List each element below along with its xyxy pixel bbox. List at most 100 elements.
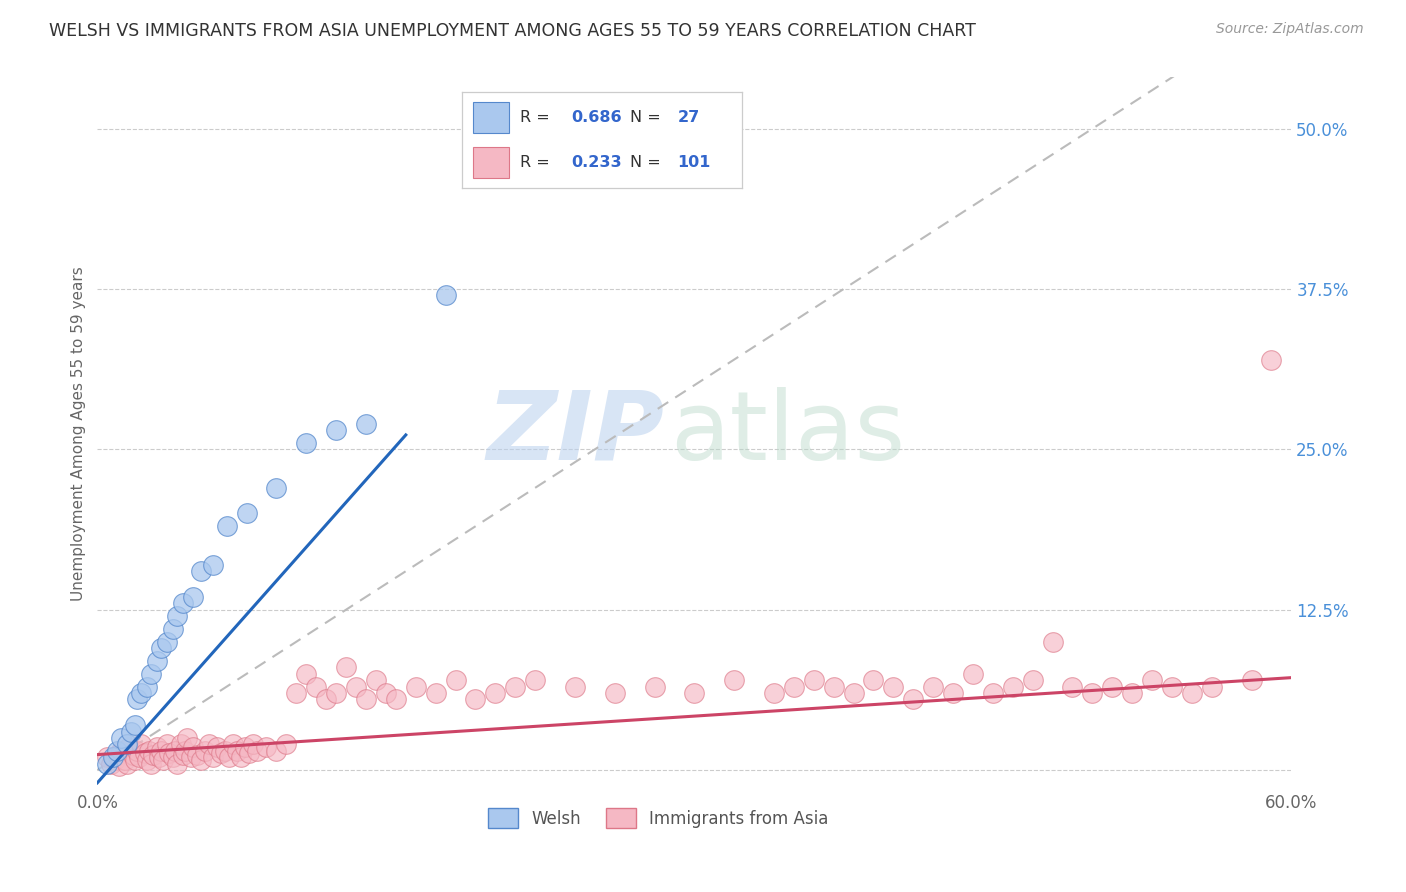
Point xyxy=(129,686,152,700)
Point xyxy=(942,686,965,700)
Point xyxy=(124,718,146,732)
Point xyxy=(128,750,150,764)
Point xyxy=(162,750,184,764)
Point xyxy=(1260,352,1282,367)
Point xyxy=(276,737,298,751)
Point xyxy=(127,692,149,706)
Point xyxy=(603,686,626,700)
Point xyxy=(229,750,252,764)
Point xyxy=(444,673,467,688)
Point xyxy=(124,753,146,767)
Point xyxy=(129,737,152,751)
Point xyxy=(225,744,247,758)
Y-axis label: Unemployment Among Ages 55 to 59 years: Unemployment Among Ages 55 to 59 years xyxy=(72,266,86,600)
Point xyxy=(315,692,337,706)
Point xyxy=(1062,680,1084,694)
Point xyxy=(118,739,141,754)
Point xyxy=(139,756,162,771)
Point xyxy=(981,686,1004,700)
Point xyxy=(242,737,264,751)
Point xyxy=(1121,686,1143,700)
Point xyxy=(148,750,170,764)
Point xyxy=(172,596,194,610)
Point xyxy=(136,680,159,694)
Point xyxy=(783,680,806,694)
Point xyxy=(295,666,318,681)
Point xyxy=(172,747,194,762)
Point xyxy=(305,680,328,694)
Point xyxy=(100,756,122,771)
Point xyxy=(218,750,240,764)
Point xyxy=(181,739,204,754)
Point xyxy=(842,686,865,700)
Point xyxy=(115,737,138,751)
Point xyxy=(405,680,427,694)
Point xyxy=(1161,680,1184,694)
Point xyxy=(146,739,169,754)
Point xyxy=(201,558,224,572)
Point xyxy=(233,739,256,754)
Text: Source: ZipAtlas.com: Source: ZipAtlas.com xyxy=(1216,22,1364,37)
Point xyxy=(325,423,347,437)
Point xyxy=(104,753,127,767)
Point xyxy=(110,731,132,745)
Point xyxy=(122,747,145,762)
Point xyxy=(962,666,984,681)
Point xyxy=(1021,673,1043,688)
Text: ZIP: ZIP xyxy=(486,387,665,480)
Point xyxy=(903,692,925,706)
Point xyxy=(354,417,377,431)
Point xyxy=(166,756,188,771)
Point xyxy=(197,737,219,751)
Point xyxy=(1081,686,1104,700)
Point xyxy=(1181,686,1204,700)
Point xyxy=(180,750,202,764)
Point xyxy=(344,680,367,694)
Point xyxy=(156,737,179,751)
Point xyxy=(146,654,169,668)
Point xyxy=(139,666,162,681)
Point xyxy=(96,750,118,764)
Point xyxy=(110,744,132,758)
Point xyxy=(266,481,288,495)
Point xyxy=(862,673,884,688)
Point xyxy=(882,680,904,694)
Point xyxy=(1001,680,1024,694)
Point xyxy=(127,744,149,758)
Point xyxy=(425,686,447,700)
Point xyxy=(96,756,118,771)
Point xyxy=(114,753,136,767)
Point xyxy=(186,747,208,762)
Point xyxy=(176,731,198,745)
Point xyxy=(524,673,547,688)
Point xyxy=(1042,634,1064,648)
Point xyxy=(142,747,165,762)
Point xyxy=(335,660,357,674)
Point xyxy=(157,747,180,761)
Point xyxy=(285,686,308,700)
Point xyxy=(181,590,204,604)
Point xyxy=(266,744,288,758)
Point xyxy=(683,686,706,700)
Legend: Welsh, Immigrants from Asia: Welsh, Immigrants from Asia xyxy=(481,802,835,834)
Point xyxy=(201,750,224,764)
Point xyxy=(170,737,193,751)
Point xyxy=(1140,673,1163,688)
Point xyxy=(1240,673,1263,688)
Point xyxy=(162,622,184,636)
Point xyxy=(156,634,179,648)
Point xyxy=(564,680,586,694)
Point xyxy=(354,692,377,706)
Point xyxy=(922,680,945,694)
Point xyxy=(105,744,128,758)
Point xyxy=(163,744,186,758)
Point xyxy=(1101,680,1123,694)
Point xyxy=(120,724,142,739)
Point xyxy=(235,507,257,521)
Text: atlas: atlas xyxy=(671,387,905,480)
Point xyxy=(209,747,232,761)
Point xyxy=(385,692,408,706)
Point xyxy=(823,680,845,694)
Point xyxy=(152,753,174,767)
Point xyxy=(138,744,160,758)
